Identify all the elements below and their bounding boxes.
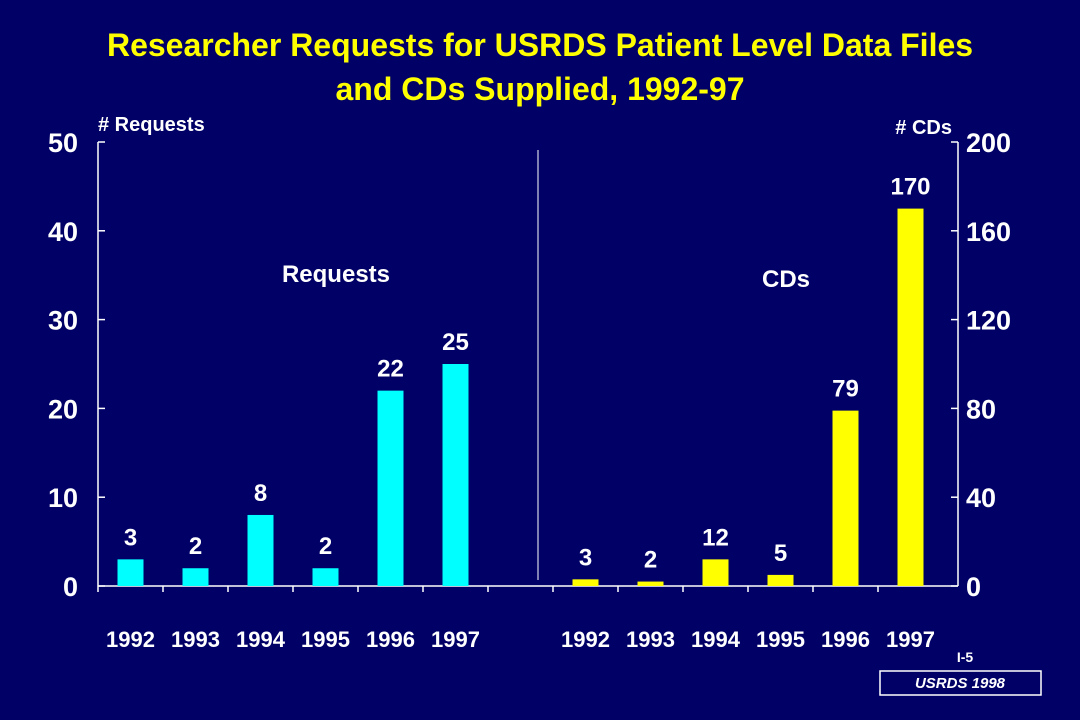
right-axis-title: # CDs — [895, 117, 952, 139]
x-category-label: 1997 — [431, 627, 480, 652]
left-tick-label: 20 — [48, 394, 78, 424]
bar-requests-1996 — [377, 390, 404, 586]
data-label: 3 — [579, 544, 592, 571]
x-category-label: 1996 — [821, 627, 870, 652]
chart-title-line2: and CDs Supplied, 1992-97 — [335, 71, 744, 107]
bar-cds-1995 — [767, 574, 794, 586]
x-category-label: 1995 — [756, 627, 805, 652]
x-category-label: 1993 — [626, 627, 675, 652]
bar-cds-1997 — [897, 208, 924, 586]
data-label: 2 — [189, 533, 202, 560]
data-label: 79 — [832, 376, 859, 403]
bar-cds-1993 — [637, 581, 664, 586]
x-category-label: 1994 — [236, 627, 286, 652]
x-category-label: 1994 — [691, 627, 741, 652]
left-tick-label: 50 — [48, 128, 78, 158]
data-label: 22 — [377, 356, 404, 383]
x-category-label: 1992 — [561, 627, 610, 652]
left-tick-label: 10 — [48, 483, 78, 513]
data-label: 12 — [702, 524, 729, 551]
x-category-label: 1992 — [106, 627, 155, 652]
x-category-label: 1997 — [886, 627, 935, 652]
bar-cds-1996 — [832, 410, 859, 586]
bar-requests-1994 — [247, 514, 274, 586]
bar-requests-1997 — [442, 364, 469, 586]
right-tick-label: 160 — [966, 217, 1011, 247]
data-label: 170 — [890, 174, 930, 201]
series-label-requests: Requests — [282, 261, 390, 288]
left-axis-title: # Requests — [98, 114, 205, 136]
left-tick-label: 0 — [63, 572, 78, 602]
data-label: 8 — [254, 480, 267, 507]
bars-layer: 3 1992 2 1993 8 1994 2 1995 22 1996 25 1997 3 1992 2 19… — [106, 174, 935, 652]
left-axis-ticks: 0 10 20 30 40 50 — [48, 128, 105, 602]
series-label-cds: CDs — [762, 266, 810, 293]
bar-requests-1992 — [117, 559, 144, 586]
data-label: 5 — [774, 540, 787, 567]
data-label: 25 — [442, 329, 469, 356]
left-tick-label: 40 — [48, 217, 78, 247]
bar-cds-1994 — [702, 559, 729, 586]
left-tick-label: 30 — [48, 306, 78, 336]
x-axis-ticks — [97, 586, 879, 592]
bar-requests-1993 — [182, 568, 209, 586]
bar-cds-1992 — [572, 579, 599, 586]
right-tick-label: 0 — [966, 572, 981, 602]
x-category-label: 1996 — [366, 627, 415, 652]
data-label: 2 — [319, 533, 332, 560]
data-label: 3 — [124, 524, 137, 551]
bar-requests-1995 — [312, 568, 339, 586]
chart-title-line1: Researcher Requests for USRDS Patient Le… — [107, 27, 973, 63]
x-category-label: 1993 — [171, 627, 220, 652]
source-label: USRDS 1998 — [915, 675, 1006, 692]
source-box — [879, 670, 1042, 696]
right-tick-label: 120 — [966, 306, 1011, 336]
right-tick-label: 200 — [966, 128, 1011, 158]
data-label: 2 — [644, 547, 657, 574]
right-tick-label: 80 — [966, 394, 996, 424]
right-tick-label: 40 — [966, 483, 996, 513]
right-axis-ticks: 0 40 80 120 160 200 — [951, 128, 1011, 602]
x-category-label: 1995 — [301, 627, 350, 652]
slide-id: I-5 — [957, 649, 974, 665]
